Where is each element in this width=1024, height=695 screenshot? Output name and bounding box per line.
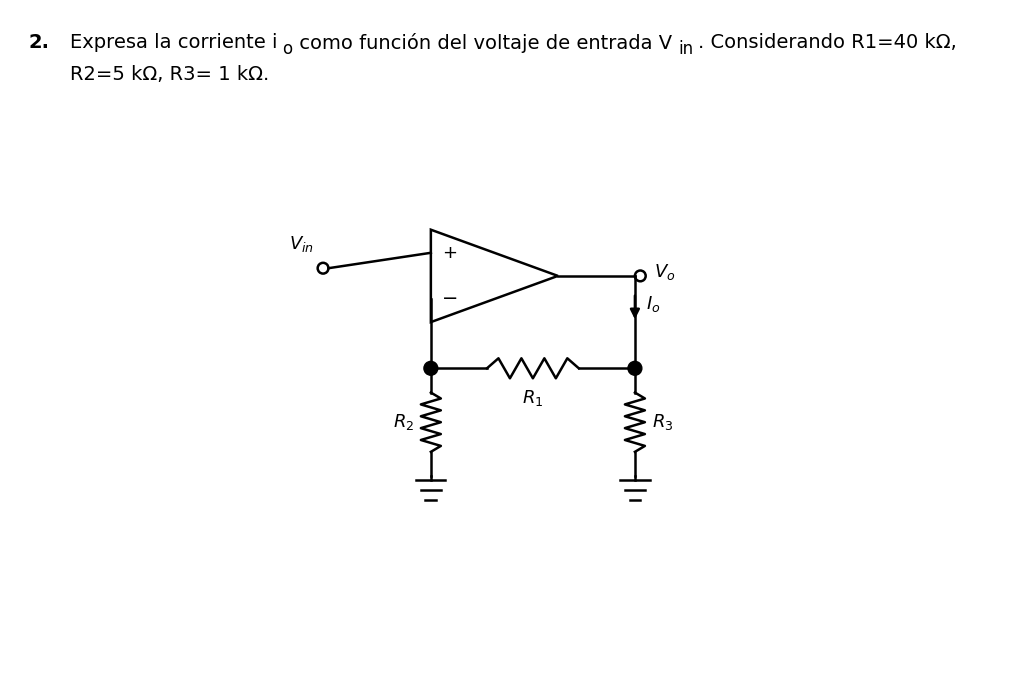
Text: $I_o$: $I_o$ [646,293,660,313]
Text: $V_{in}$: $V_{in}$ [289,234,313,254]
Text: 2.: 2. [29,33,50,52]
Text: in: in [678,40,693,58]
Text: $V_o$: $V_o$ [654,262,676,282]
Text: $R_2$: $R_2$ [392,412,414,432]
Circle shape [424,361,438,375]
Text: Expresa la corriente i: Expresa la corriente i [70,33,278,52]
Text: . Considerando R1=40 kΩ,: . Considerando R1=40 kΩ, [698,33,957,52]
Text: $R_1$: $R_1$ [522,388,544,407]
Circle shape [628,361,642,375]
Text: −: − [441,290,458,309]
Text: como función del voltaje de entrada V: como función del voltaje de entrada V [293,33,672,54]
Text: +: + [441,244,457,262]
Text: o: o [283,40,293,58]
Text: R2=5 kΩ, R3= 1 kΩ.: R2=5 kΩ, R3= 1 kΩ. [70,65,269,83]
Text: $R_3$: $R_3$ [652,412,674,432]
